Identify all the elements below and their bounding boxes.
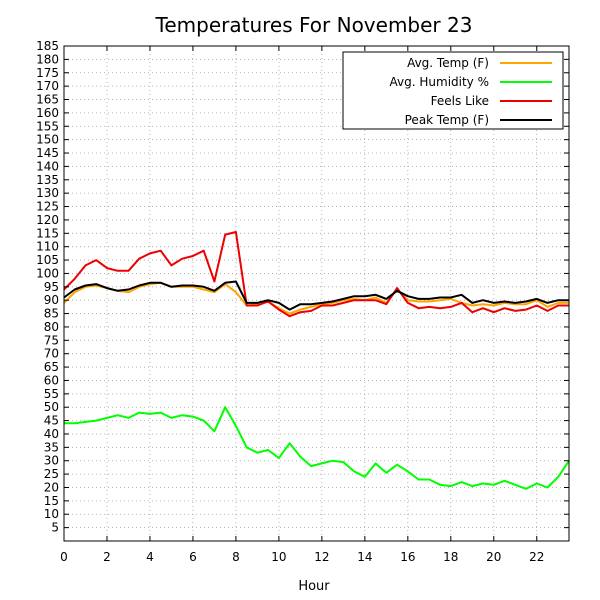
series-line-avg-humidity bbox=[64, 406, 570, 490]
y-tick-label: 25 bbox=[44, 467, 59, 481]
y-tick-label: 50 bbox=[44, 400, 59, 414]
y-tick-label: 155 bbox=[36, 119, 59, 133]
x-tick-label: 12 bbox=[314, 550, 329, 564]
legend-label: Feels Like bbox=[431, 94, 489, 108]
y-tick-label: 45 bbox=[44, 414, 59, 428]
y-tick-label: 120 bbox=[36, 213, 59, 227]
series-line-avg-temp-f bbox=[63, 281, 569, 315]
y-tick-label: 125 bbox=[36, 200, 59, 214]
legend-box bbox=[342, 51, 564, 130]
series-line-feels-like bbox=[63, 231, 569, 318]
y-tick-label: 145 bbox=[36, 146, 59, 160]
y-tick-label: 95 bbox=[44, 280, 59, 294]
plot-frame bbox=[63, 45, 570, 542]
y-tick-label: 90 bbox=[44, 293, 59, 307]
y-tick-label: 100 bbox=[36, 266, 59, 280]
y-tick-label: 140 bbox=[36, 159, 59, 173]
legend-label: Avg. Temp (F) bbox=[407, 56, 489, 70]
x-tick-label: 8 bbox=[232, 550, 240, 564]
y-tick-label: 85 bbox=[44, 307, 59, 321]
x-axis-label: Hour bbox=[298, 579, 330, 594]
x-tick-label: 2 bbox=[103, 550, 111, 564]
y-tick-label: 70 bbox=[44, 347, 59, 361]
x-tick-label: 22 bbox=[529, 550, 544, 564]
x-tick-label: 0 bbox=[60, 550, 68, 564]
y-tick-label: 110 bbox=[36, 240, 59, 254]
y-tick-label: 165 bbox=[36, 93, 59, 107]
y-tick-label: 80 bbox=[44, 320, 59, 334]
y-tick-label: 5 bbox=[51, 521, 59, 535]
y-tick-label: 20 bbox=[44, 480, 59, 494]
legend-label: Avg. Humidity % bbox=[390, 75, 489, 89]
x-tick-label: 6 bbox=[189, 550, 197, 564]
y-tick-label: 40 bbox=[44, 427, 59, 441]
y-tick-label: 160 bbox=[36, 106, 59, 120]
legend-label: Peak Temp (F) bbox=[405, 113, 489, 127]
y-tick-label: 115 bbox=[36, 226, 59, 240]
y-tick-label: 75 bbox=[44, 333, 59, 347]
y-tick-label: 35 bbox=[44, 440, 59, 454]
y-tick-label: 150 bbox=[36, 133, 59, 147]
x-tick-label: 14 bbox=[357, 550, 372, 564]
y-tick-label: 135 bbox=[36, 173, 59, 187]
y-tick-label: 60 bbox=[44, 373, 59, 387]
tick-layer: 5101520253035404550556065707580859095100… bbox=[36, 39, 569, 564]
y-tick-label: 65 bbox=[44, 360, 59, 374]
y-tick-label: 10 bbox=[44, 507, 59, 521]
y-tick-label: 15 bbox=[44, 494, 59, 508]
x-tick-label: 20 bbox=[486, 550, 501, 564]
x-tick-label: 16 bbox=[400, 550, 415, 564]
series-line-peak-temp-f bbox=[63, 280, 569, 311]
x-tick-label: 18 bbox=[443, 550, 458, 564]
x-tick-label: 4 bbox=[146, 550, 154, 564]
legend: Avg. Temp (F) Avg. Humidity % Feels Like Pe… bbox=[342, 51, 564, 130]
y-tick-label: 55 bbox=[44, 387, 59, 401]
y-tick-label: 105 bbox=[36, 253, 59, 267]
y-tick-label: 180 bbox=[36, 52, 59, 66]
y-tick-label: 170 bbox=[36, 79, 59, 93]
y-tick-label: 175 bbox=[36, 66, 59, 80]
series-layer bbox=[63, 231, 570, 490]
y-tick-label: 130 bbox=[36, 186, 59, 200]
chart-title: Temperatures For November 23 bbox=[155, 13, 473, 37]
y-tick-label: 30 bbox=[44, 454, 59, 468]
x-tick-label: 10 bbox=[271, 550, 286, 564]
y-tick-label: 185 bbox=[36, 39, 59, 53]
